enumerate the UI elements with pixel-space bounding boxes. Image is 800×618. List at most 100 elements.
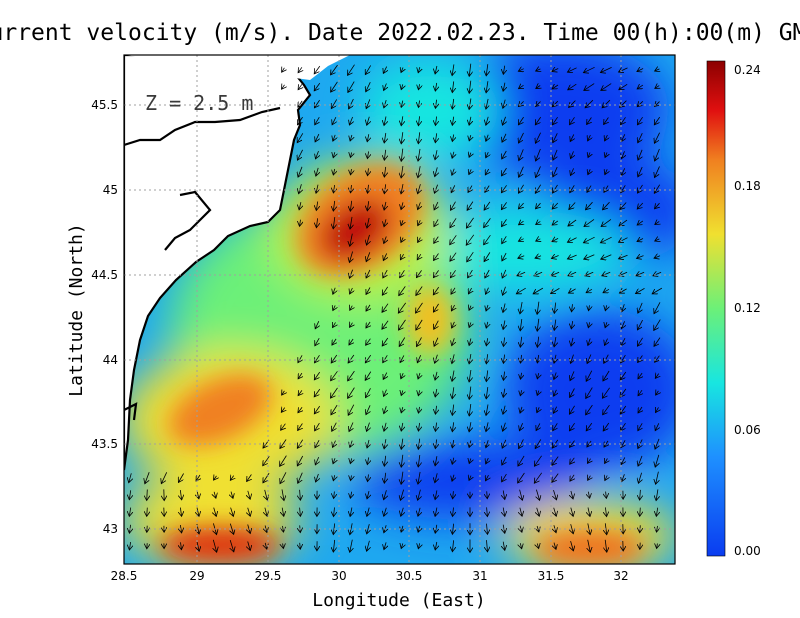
- current-arrow: [601, 219, 612, 226]
- current-arrow: [567, 237, 577, 243]
- current-arrow: [536, 86, 540, 89]
- current-arrow: [502, 456, 506, 465]
- current-arrow: [366, 304, 370, 311]
- current-arrow: [622, 304, 625, 312]
- current-arrow: [418, 100, 419, 108]
- current-arrow: [452, 321, 455, 328]
- current-arrow: [588, 153, 590, 158]
- current-arrow: [349, 251, 352, 263]
- current-arrow: [585, 99, 594, 108]
- current-arrow: [231, 491, 233, 499]
- current-arrow: [348, 387, 355, 399]
- current-arrow: [485, 269, 489, 278]
- current-arrow: [602, 272, 611, 276]
- current-arrow: [587, 117, 592, 125]
- current-arrow: [434, 184, 437, 194]
- current-arrow: [417, 254, 421, 260]
- current-arrow: [589, 305, 590, 310]
- y-axis-label: Latitude (North): [66, 223, 87, 396]
- current-arrow: [314, 99, 320, 108]
- current-arrow: [553, 133, 558, 142]
- current-arrow: [316, 167, 318, 176]
- current-arrow: [333, 322, 336, 327]
- current-arrow: [655, 148, 660, 161]
- current-arrow: [552, 100, 559, 107]
- current-arrow: [569, 100, 576, 108]
- current-arrow: [316, 184, 318, 194]
- current-arrow: [619, 237, 628, 243]
- colorbar-ticks: 0.00 0.06 0.12 0.18 0.24: [734, 63, 761, 558]
- current-arrow: [518, 101, 523, 106]
- current-arrow: [334, 507, 335, 516]
- current-arrows: [129, 63, 663, 553]
- current-arrow: [654, 132, 660, 144]
- current-arrow: [605, 476, 607, 481]
- current-arrow: [384, 99, 386, 108]
- current-arrow: [503, 65, 504, 75]
- current-arrow: [349, 269, 352, 279]
- current-arrow: [486, 387, 488, 399]
- current-arrow: [384, 236, 387, 244]
- current-arrow: [350, 539, 353, 553]
- gridlines: [124, 55, 675, 564]
- current-arrow: [605, 459, 608, 464]
- current-arrow: [230, 476, 233, 481]
- current-arrow: [316, 473, 319, 482]
- current-arrow: [418, 202, 421, 209]
- current-arrow: [401, 220, 403, 225]
- current-arrow: [502, 150, 507, 159]
- current-arrow: [416, 319, 423, 330]
- current-arrow: [350, 134, 352, 141]
- current-arrow: [298, 84, 302, 89]
- current-arrow: [315, 456, 318, 465]
- current-arrow: [452, 116, 453, 126]
- current-arrow: [656, 471, 659, 485]
- current-arrow: [637, 221, 644, 225]
- current-arrow: [537, 544, 538, 549]
- current-arrow: [468, 185, 472, 193]
- current-arrow: [554, 302, 555, 314]
- current-arrow: [640, 507, 641, 517]
- current-arrow: [314, 82, 321, 91]
- current-arrow: [280, 472, 287, 483]
- current-arrow: [570, 388, 575, 398]
- current-arrow: [520, 336, 521, 347]
- current-arrow: [315, 116, 320, 125]
- current-arrow: [655, 102, 660, 107]
- current-arrow: [435, 541, 437, 550]
- current-arrow: [351, 475, 352, 480]
- current-arrow: [367, 201, 368, 211]
- y-tick-label: 45.5: [91, 98, 118, 112]
- current-arrow: [638, 389, 642, 396]
- current-arrow: [586, 404, 593, 415]
- current-arrow: [502, 116, 505, 125]
- current-arrow: [197, 491, 199, 499]
- current-arrow: [367, 540, 370, 551]
- current-arrow: [365, 65, 372, 74]
- current-arrow: [314, 388, 321, 397]
- current-arrow: [367, 234, 370, 245]
- current-arrow: [435, 167, 438, 176]
- current-arrow: [298, 423, 303, 431]
- current-arrow: [145, 472, 150, 484]
- current-arrow: [181, 542, 182, 549]
- current-arrow: [637, 256, 644, 259]
- current-arrow: [503, 337, 504, 347]
- current-arrow: [300, 489, 301, 500]
- x-axis-ticks: 28.5 29 29.5 30 30.5 31 31.5 32: [111, 569, 629, 583]
- current-arrow: [418, 507, 420, 516]
- x-axis-label: Longitude (East): [312, 590, 485, 611]
- current-arrow: [621, 134, 625, 141]
- current-arrow: [331, 354, 338, 363]
- land-mass: [124, 55, 312, 471]
- current-arrow: [366, 388, 371, 397]
- current-arrow: [486, 134, 488, 142]
- current-arrow: [554, 337, 556, 347]
- current-arrow: [299, 202, 301, 210]
- current-arrow: [401, 454, 403, 467]
- y-tick-label: 43.5: [91, 437, 118, 451]
- current-arrow: [520, 354, 521, 363]
- x-tick-label: 29.5: [255, 569, 282, 583]
- current-arrow: [382, 303, 389, 313]
